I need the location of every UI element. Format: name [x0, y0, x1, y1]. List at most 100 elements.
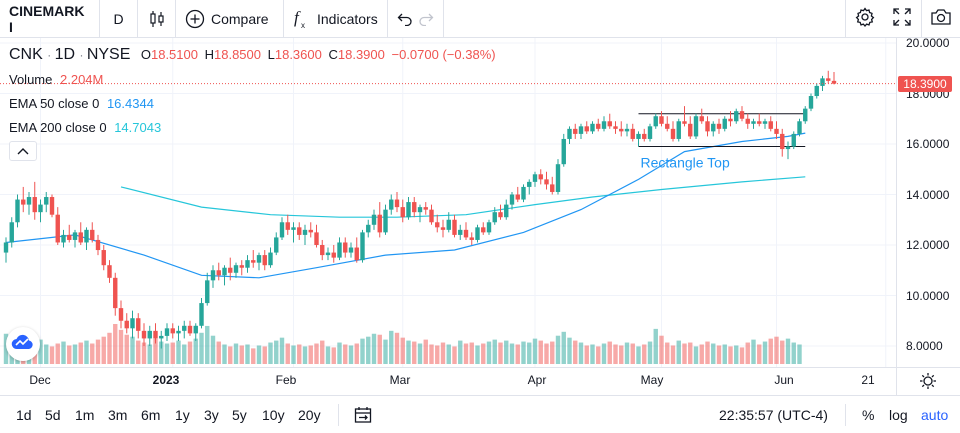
volume-bar: [371, 333, 377, 364]
candle-body: [515, 194, 520, 200]
candle-body: [584, 126, 589, 132]
candle-body: [124, 320, 129, 329]
fullscreen-icon: [893, 7, 911, 31]
volume-bar: [515, 344, 520, 364]
time-axis[interactable]: Dec 2023 Feb Mar Apr May Jun 21: [0, 367, 960, 395]
candle-body: [9, 222, 14, 243]
range-button-6m[interactable]: 6m: [141, 407, 161, 423]
tradingview-logo[interactable]: [6, 327, 40, 361]
snapshot-button[interactable]: [921, 0, 959, 38]
settings-button[interactable]: [845, 0, 883, 38]
volume-bar: [325, 346, 331, 364]
candle-body: [348, 247, 354, 253]
fullscreen-button[interactable]: [883, 0, 921, 38]
legend-volume[interactable]: Volume 2.204M: [9, 72, 103, 87]
svg-text:f: f: [294, 9, 301, 27]
volume-bar: [607, 341, 612, 364]
volume-bar: [498, 342, 503, 364]
date-range-button[interactable]: [354, 406, 372, 427]
candle-body: [670, 128, 676, 139]
volume-bar: [458, 340, 463, 364]
collapse-legend-button[interactable]: [9, 141, 37, 161]
candle-body: [291, 227, 296, 230]
legend-ema50[interactable]: EMA 50 close 0 16.4344: [9, 96, 154, 111]
range-button-10y[interactable]: 10y: [262, 407, 285, 423]
range-button-1d[interactable]: 1d: [16, 407, 32, 423]
percent-toggle[interactable]: %: [862, 407, 875, 423]
volume-bar: [147, 344, 152, 364]
chart-type-button[interactable]: [138, 0, 176, 38]
legend-open-label: O: [140, 47, 151, 62]
range-button-5y[interactable]: 5y: [232, 407, 247, 423]
volume-bar: [113, 324, 118, 364]
volume-bar: [302, 346, 308, 364]
volume-bar: [544, 343, 549, 364]
volume-bar: [716, 345, 722, 364]
candle-body: [308, 229, 313, 233]
candle-body: [435, 222, 440, 228]
legend-high: 18.8500: [214, 47, 261, 62]
symbol-search-button[interactable]: CINEMARK I: [0, 0, 100, 38]
candle-body: [159, 335, 164, 339]
candle-body: [561, 138, 566, 165]
range-button-1y[interactable]: 1y: [175, 407, 190, 423]
volume-bar: [136, 340, 141, 364]
candle-body: [757, 121, 762, 124]
candle-body: [84, 229, 89, 243]
redo-icon[interactable]: [418, 12, 434, 26]
candle-body: [538, 174, 543, 180]
volume-bar: [193, 338, 198, 364]
calendar-range-icon: [354, 407, 372, 427]
chevron-up-icon: [17, 142, 29, 160]
legend-ema200[interactable]: EMA 200 close 0 14.7043: [9, 120, 161, 135]
volume-bar: [797, 344, 802, 364]
undo-icon[interactable]: [397, 12, 413, 26]
candle-body: [492, 212, 497, 223]
candle-body: [768, 121, 773, 129]
candle-body: [164, 328, 170, 336]
volume-bar: [734, 345, 739, 364]
candle-body: [136, 318, 141, 331]
candle-body: [251, 260, 256, 263]
candle-body: [711, 123, 716, 132]
gear-icon: [855, 6, 875, 32]
candle-body: [596, 123, 601, 129]
range-button-5d[interactable]: 5d: [45, 407, 61, 423]
clock-label[interactable]: 22:35:57 (UTC-4): [719, 407, 828, 423]
volume-bar: [159, 341, 164, 364]
candle-body: [780, 133, 785, 150]
candle-body: [325, 252, 331, 256]
candle-body: [728, 118, 733, 122]
volume-bar: [124, 334, 129, 364]
volume-bar: [245, 344, 250, 364]
range-button-1m[interactable]: 1m: [75, 407, 95, 423]
range-button-3m[interactable]: 3m: [108, 407, 128, 423]
candle-body: [578, 126, 584, 134]
axis-settings-button[interactable]: [919, 372, 937, 395]
candle-body: [233, 265, 239, 273]
range-button-3y[interactable]: 3y: [204, 407, 219, 423]
candle-body: [665, 123, 670, 129]
candle-body: [210, 270, 216, 281]
price-tick-label: 20.0000: [906, 36, 950, 50]
price-scale[interactable]: 20.0000 18.0000 16.0000 14.0000 12.0000 10.00…: [896, 36, 960, 367]
time-tick-label: Feb: [275, 373, 297, 387]
candle-body: [699, 116, 704, 122]
candle-body: [452, 219, 457, 235]
range-button-20y[interactable]: 20y: [298, 407, 321, 423]
log-toggle[interactable]: log: [889, 407, 908, 423]
volume-bar: [176, 340, 181, 364]
price-chart[interactable]: Rectangle Top: [0, 38, 896, 367]
candle-body: [676, 121, 681, 139]
auto-toggle[interactable]: auto: [921, 407, 949, 423]
legend-high-label: H: [204, 47, 214, 62]
candle-body: [78, 232, 83, 243]
ema50-line: [5, 132, 806, 279]
volume-bar: [331, 347, 336, 364]
legend-open: 18.5100: [150, 47, 198, 62]
legend-ticker: CNK: [9, 46, 43, 63]
compare-button[interactable]: Compare: [176, 0, 284, 38]
interval-button[interactable]: D: [100, 0, 138, 38]
